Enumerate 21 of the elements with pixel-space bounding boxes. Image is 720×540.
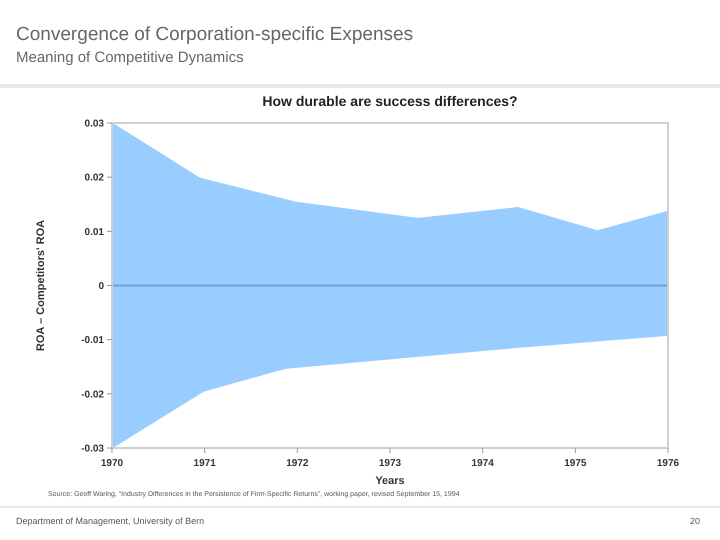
text: Meaning of Competitive Dynamics — [16, 49, 244, 66]
x-tick-label: 1973 — [378, 458, 402, 469]
text: Department of Management, University of Bern — [16, 516, 204, 526]
x-tick-label: 1971 — [194, 458, 216, 469]
y-tick-label: 0.02 — [84, 172, 104, 184]
y-tick-label: -0.03 — [81, 444, 104, 454]
y-tick-label: 0.01 — [84, 226, 104, 238]
x-tick-label: 1972 — [286, 458, 309, 469]
x-tick-label: 1976 — [656, 458, 680, 469]
y-axis-title: ROA – Competitors' ROA — [35, 220, 47, 352]
chart-title: How durable are success differences? — [262, 93, 518, 109]
x-tick-label: 1975 — [564, 458, 587, 469]
y-tick-label: -0.02 — [81, 389, 104, 400]
x-axis-title: Years — [375, 475, 405, 487]
y-tick-label: -0.01 — [81, 335, 104, 346]
x-tick-label: 1974 — [472, 458, 494, 469]
text: 20 — [690, 516, 700, 526]
y-tick-label: 0.03 — [84, 118, 104, 130]
x-tick-label: 1970 — [100, 458, 124, 469]
text: Convergence of Corporation-specific Expenses — [16, 24, 414, 45]
y-tick-label: 0 — [98, 281, 104, 292]
